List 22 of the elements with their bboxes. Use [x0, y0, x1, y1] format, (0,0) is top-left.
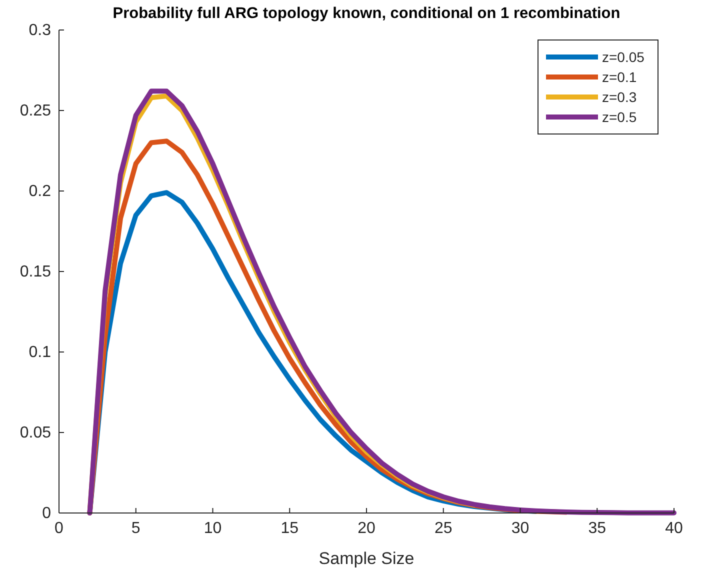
legend-label: z=0.1	[602, 69, 637, 85]
y-tick-label: 0.15	[20, 264, 52, 280]
x-tick-label: 35	[588, 520, 606, 537]
x-axis-title: Sample Size	[318, 549, 414, 568]
x-tick-label: 20	[358, 520, 376, 537]
y-tick-label: 0.25	[20, 102, 52, 120]
y-tick-label: 0	[42, 505, 52, 522]
x-tick-label: 10	[204, 520, 222, 537]
x-tick-label: 15	[280, 520, 299, 537]
legend-label: z=0.05	[602, 49, 645, 65]
x-tick-label: 30	[511, 520, 530, 537]
x-tick-label: 5	[131, 520, 140, 537]
x-tick-label: 0	[54, 520, 64, 537]
y-tick-label: 0.3	[28, 22, 52, 39]
y-tick-label: 0.1	[28, 344, 52, 361]
x-tick-label: 40	[665, 520, 683, 537]
chart-title: Probability full ARG topology known, conditional on 1 recombination	[112, 5, 620, 22]
x-tick-label: 25	[434, 520, 452, 537]
legend-label: z=0.3	[602, 89, 637, 105]
legend-label: z=0.5	[602, 109, 637, 125]
y-tick-label: 0.2	[28, 183, 52, 200]
y-tick-label: 0.05	[20, 424, 52, 442]
